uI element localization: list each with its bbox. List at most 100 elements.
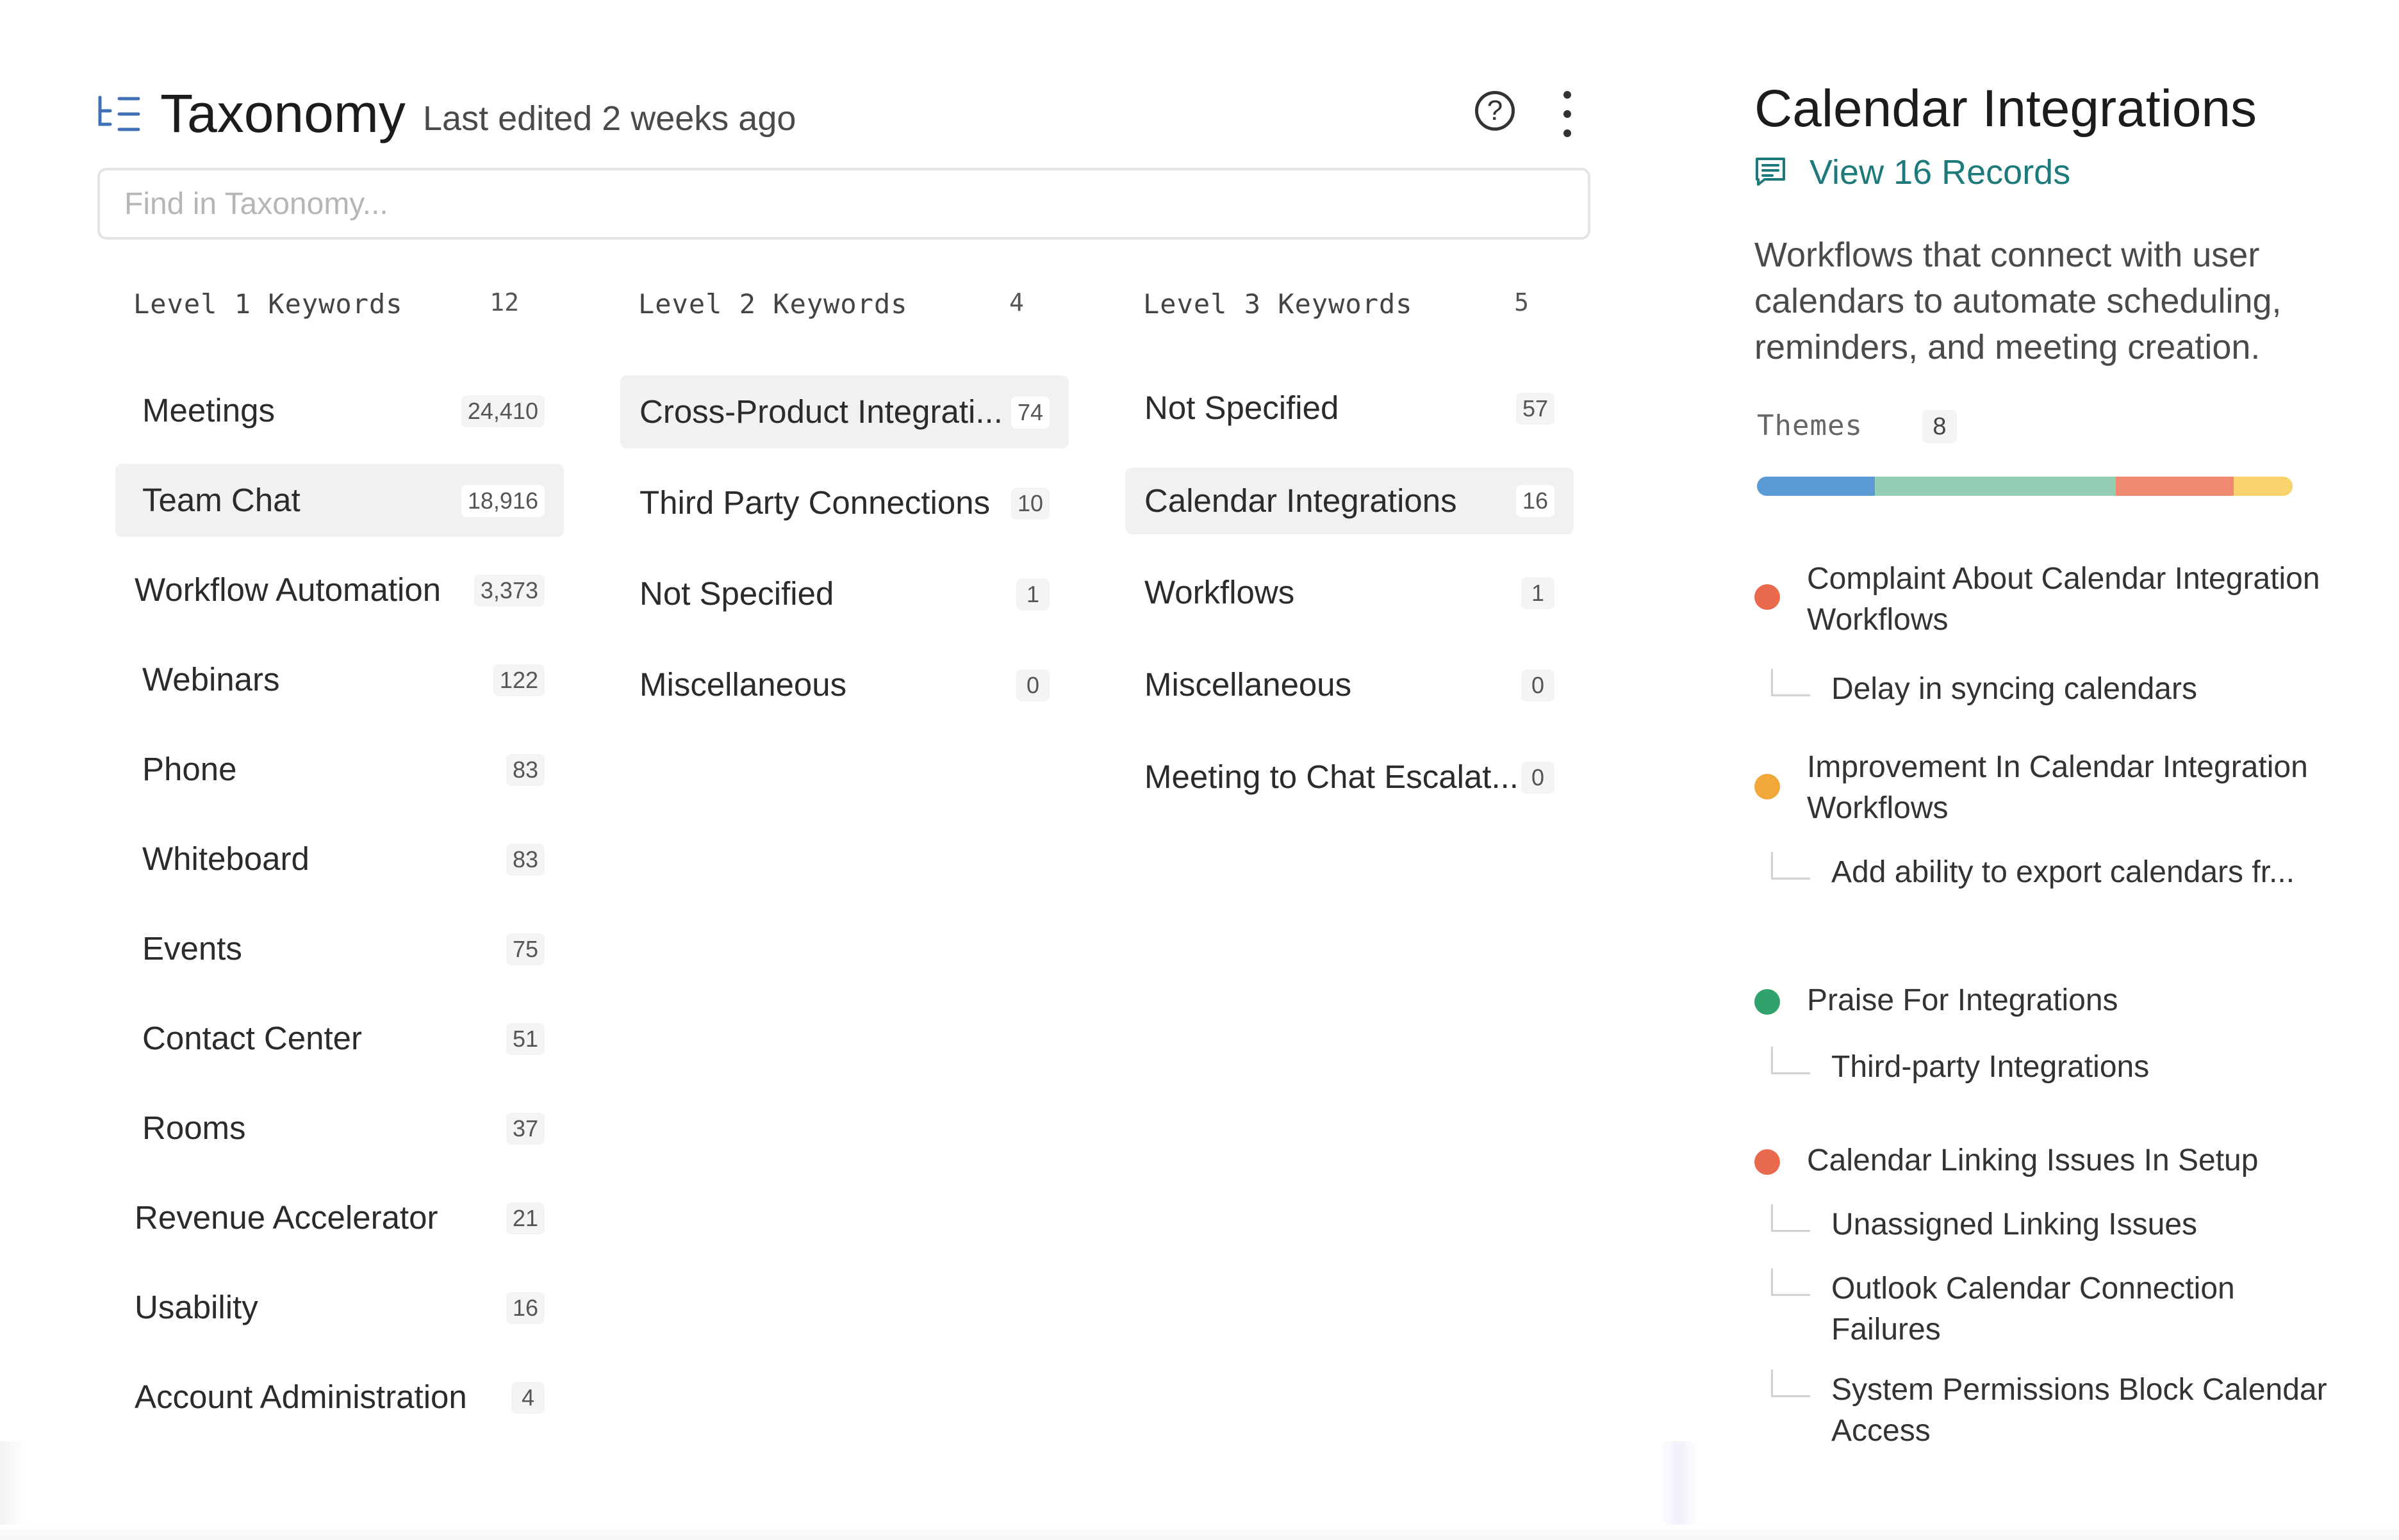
- themes-header: Themes 8: [1757, 404, 1957, 448]
- tree-connector: [1771, 1268, 1810, 1296]
- sub-theme-title: Unassigned Linking Issues: [1831, 1208, 2198, 1241]
- column-header: Level 3 Keywords 5: [1106, 275, 1561, 333]
- count-badge: 83: [506, 754, 545, 786]
- theme-distribution-bar: [1757, 477, 2293, 496]
- keyword-item-events[interactable]: Events 75: [115, 912, 564, 985]
- keyword-item-phone[interactable]: Phone 83: [115, 733, 564, 806]
- help-button[interactable]: ?: [1475, 91, 1515, 131]
- keyword-label: Contact Center: [142, 1020, 363, 1056]
- keyword-label: Third Party Connections: [639, 484, 991, 521]
- count-badge: 0: [1016, 669, 1050, 701]
- keyword-item-meetings[interactable]: Meetings 24,410: [115, 374, 564, 447]
- column-count: 4: [1009, 288, 1024, 316]
- themes-count-badge: 8: [1922, 410, 1957, 443]
- keyword-label: Webinars: [142, 661, 280, 698]
- keyword-item-not-specified[interactable]: Not Specified 57: [1125, 372, 1574, 445]
- sub-theme-title: Outlook Calendar Connection Failures: [1831, 1272, 2235, 1347]
- tree-connector: [1771, 669, 1810, 696]
- column-count: 5: [1514, 288, 1529, 316]
- page-title: Taxonomy: [160, 83, 406, 143]
- sub-theme-title: Delay in syncing calendars: [1831, 672, 2197, 706]
- keyword-label: Phone: [142, 751, 237, 787]
- bottom-fade: [0, 1525, 2399, 1540]
- keyword-item-cross-product-integrations[interactable]: Cross-Product Integrati... 74: [620, 375, 1069, 448]
- keyword-item-not-specified[interactable]: Not Specified 1: [620, 557, 1069, 630]
- taxonomy-search-input[interactable]: [97, 168, 1590, 240]
- keyword-label: Meetings: [142, 392, 275, 429]
- tree-connector: [1771, 852, 1810, 880]
- themes-label: Themes: [1757, 409, 1863, 442]
- count-badge: 83: [506, 844, 545, 876]
- keyword-item-meeting-to-chat-escalation[interactable]: Meeting to Chat Escalat... 0: [1125, 741, 1574, 814]
- keyword-item-contact-center[interactable]: Contact Center 51: [115, 1002, 564, 1075]
- column-label: Level 3 Keywords: [1143, 288, 1413, 320]
- keyword-item-webinars[interactable]: Webinars 122: [115, 643, 564, 716]
- keyword-label: Events: [142, 930, 242, 967]
- keyword-item-usability[interactable]: Usability 16: [115, 1271, 564, 1344]
- theme-title: Improvement In Calendar Integration Work…: [1807, 750, 2308, 825]
- count-badge: 0: [1521, 669, 1554, 701]
- column-label: Level 1 Keywords: [133, 288, 403, 320]
- count-badge: 37: [506, 1113, 545, 1145]
- keyword-label: Meeting to Chat Escalat...: [1144, 758, 1519, 795]
- keyword-label: Whiteboard: [142, 840, 309, 877]
- keyword-label: Team Chat: [142, 482, 301, 518]
- keyword-item-miscellaneous[interactable]: Miscellaneous 0: [1125, 648, 1574, 721]
- keyword-item-whiteboard[interactable]: Whiteboard 83: [115, 823, 564, 896]
- sub-theme-title: Third-party Integrations: [1831, 1050, 2150, 1084]
- keyword-label: Miscellaneous: [639, 666, 847, 703]
- view-records-label: View 16 Records: [1810, 153, 2071, 192]
- keyword-item-account-administration[interactable]: Account Administration 4: [115, 1361, 564, 1434]
- scroll-fade: [1660, 1441, 1698, 1540]
- keyword-label: Miscellaneous: [1144, 666, 1352, 703]
- keyword-item-calendar-integrations[interactable]: Calendar Integrations 16: [1125, 468, 1574, 534]
- more-options-button[interactable]: [1557, 91, 1576, 137]
- keyword-item-rooms[interactable]: Rooms 37: [115, 1092, 564, 1165]
- keyword-label: Revenue Accelerator: [135, 1199, 438, 1236]
- keyword-item-third-party-connections[interactable]: Third Party Connections 10: [620, 466, 1069, 539]
- keyword-item-workflows[interactable]: Workflows 1: [1125, 556, 1574, 629]
- taxonomy-header: Taxonomy Last edited 2 weeks ago ?: [96, 77, 1589, 151]
- tree-connector: [1771, 1370, 1810, 1397]
- keyword-item-miscellaneous[interactable]: Miscellaneous 0: [620, 648, 1069, 721]
- taxonomy-tree-icon: [98, 95, 140, 131]
- count-badge: 51: [506, 1023, 545, 1055]
- keyword-item-revenue-accelerator[interactable]: Revenue Accelerator 21: [115, 1181, 564, 1254]
- count-badge: 74: [1010, 397, 1050, 429]
- count-badge: 18,916: [461, 485, 545, 517]
- alert-icon: [1754, 584, 1780, 610]
- alert-icon: [1754, 1149, 1780, 1175]
- count-badge: 4: [511, 1382, 545, 1414]
- keyword-item-workflow-automation[interactable]: Workflow Automation 3,373: [115, 553, 564, 627]
- keyword-label: Workflows: [1144, 574, 1295, 610]
- document-list-icon: [1756, 158, 1785, 186]
- keyword-label: Workflow Automation: [135, 571, 441, 608]
- detail-panel: Calendar Integrations View 16 Records Wo…: [1692, 0, 2399, 1540]
- wrench-icon: [1754, 774, 1780, 799]
- keyword-label: Not Specified: [639, 575, 834, 612]
- scroll-fade: [0, 1441, 26, 1540]
- count-badge: 10: [1010, 487, 1050, 520]
- column-label: Level 2 Keywords: [638, 288, 908, 320]
- keyword-label: Calendar Integrations: [1144, 482, 1457, 519]
- column-header: Level 2 Keywords 4: [601, 275, 1056, 333]
- detail-description: Workflows that connect with user calenda…: [1754, 236, 2282, 366]
- last-edited-text: Last edited 2 weeks ago: [423, 99, 796, 138]
- tree-connector: [1771, 1047, 1810, 1074]
- count-badge: 1: [1016, 578, 1050, 610]
- tree-connector: [1771, 1204, 1810, 1232]
- column-count: 12: [490, 288, 519, 316]
- count-badge: 24,410: [461, 395, 545, 427]
- keyword-item-team-chat[interactable]: Team Chat 18,916: [115, 464, 564, 537]
- keyword-label: Cross-Product Integrati...: [639, 393, 1003, 430]
- count-badge: 21: [506, 1202, 545, 1234]
- count-badge: 75: [506, 933, 545, 965]
- count-badge: 0: [1521, 762, 1554, 794]
- sub-theme-title: System Permissions Block Calendar Access: [1831, 1373, 2327, 1448]
- keyword-label: Rooms: [142, 1110, 246, 1146]
- count-badge: 122: [493, 664, 545, 696]
- theme-bar-segment: [1874, 477, 2116, 496]
- theme-title: Complaint About Calendar Integration Wor…: [1807, 562, 2320, 637]
- keyword-label: Usability: [135, 1289, 258, 1325]
- verified-check-icon: [1754, 989, 1780, 1015]
